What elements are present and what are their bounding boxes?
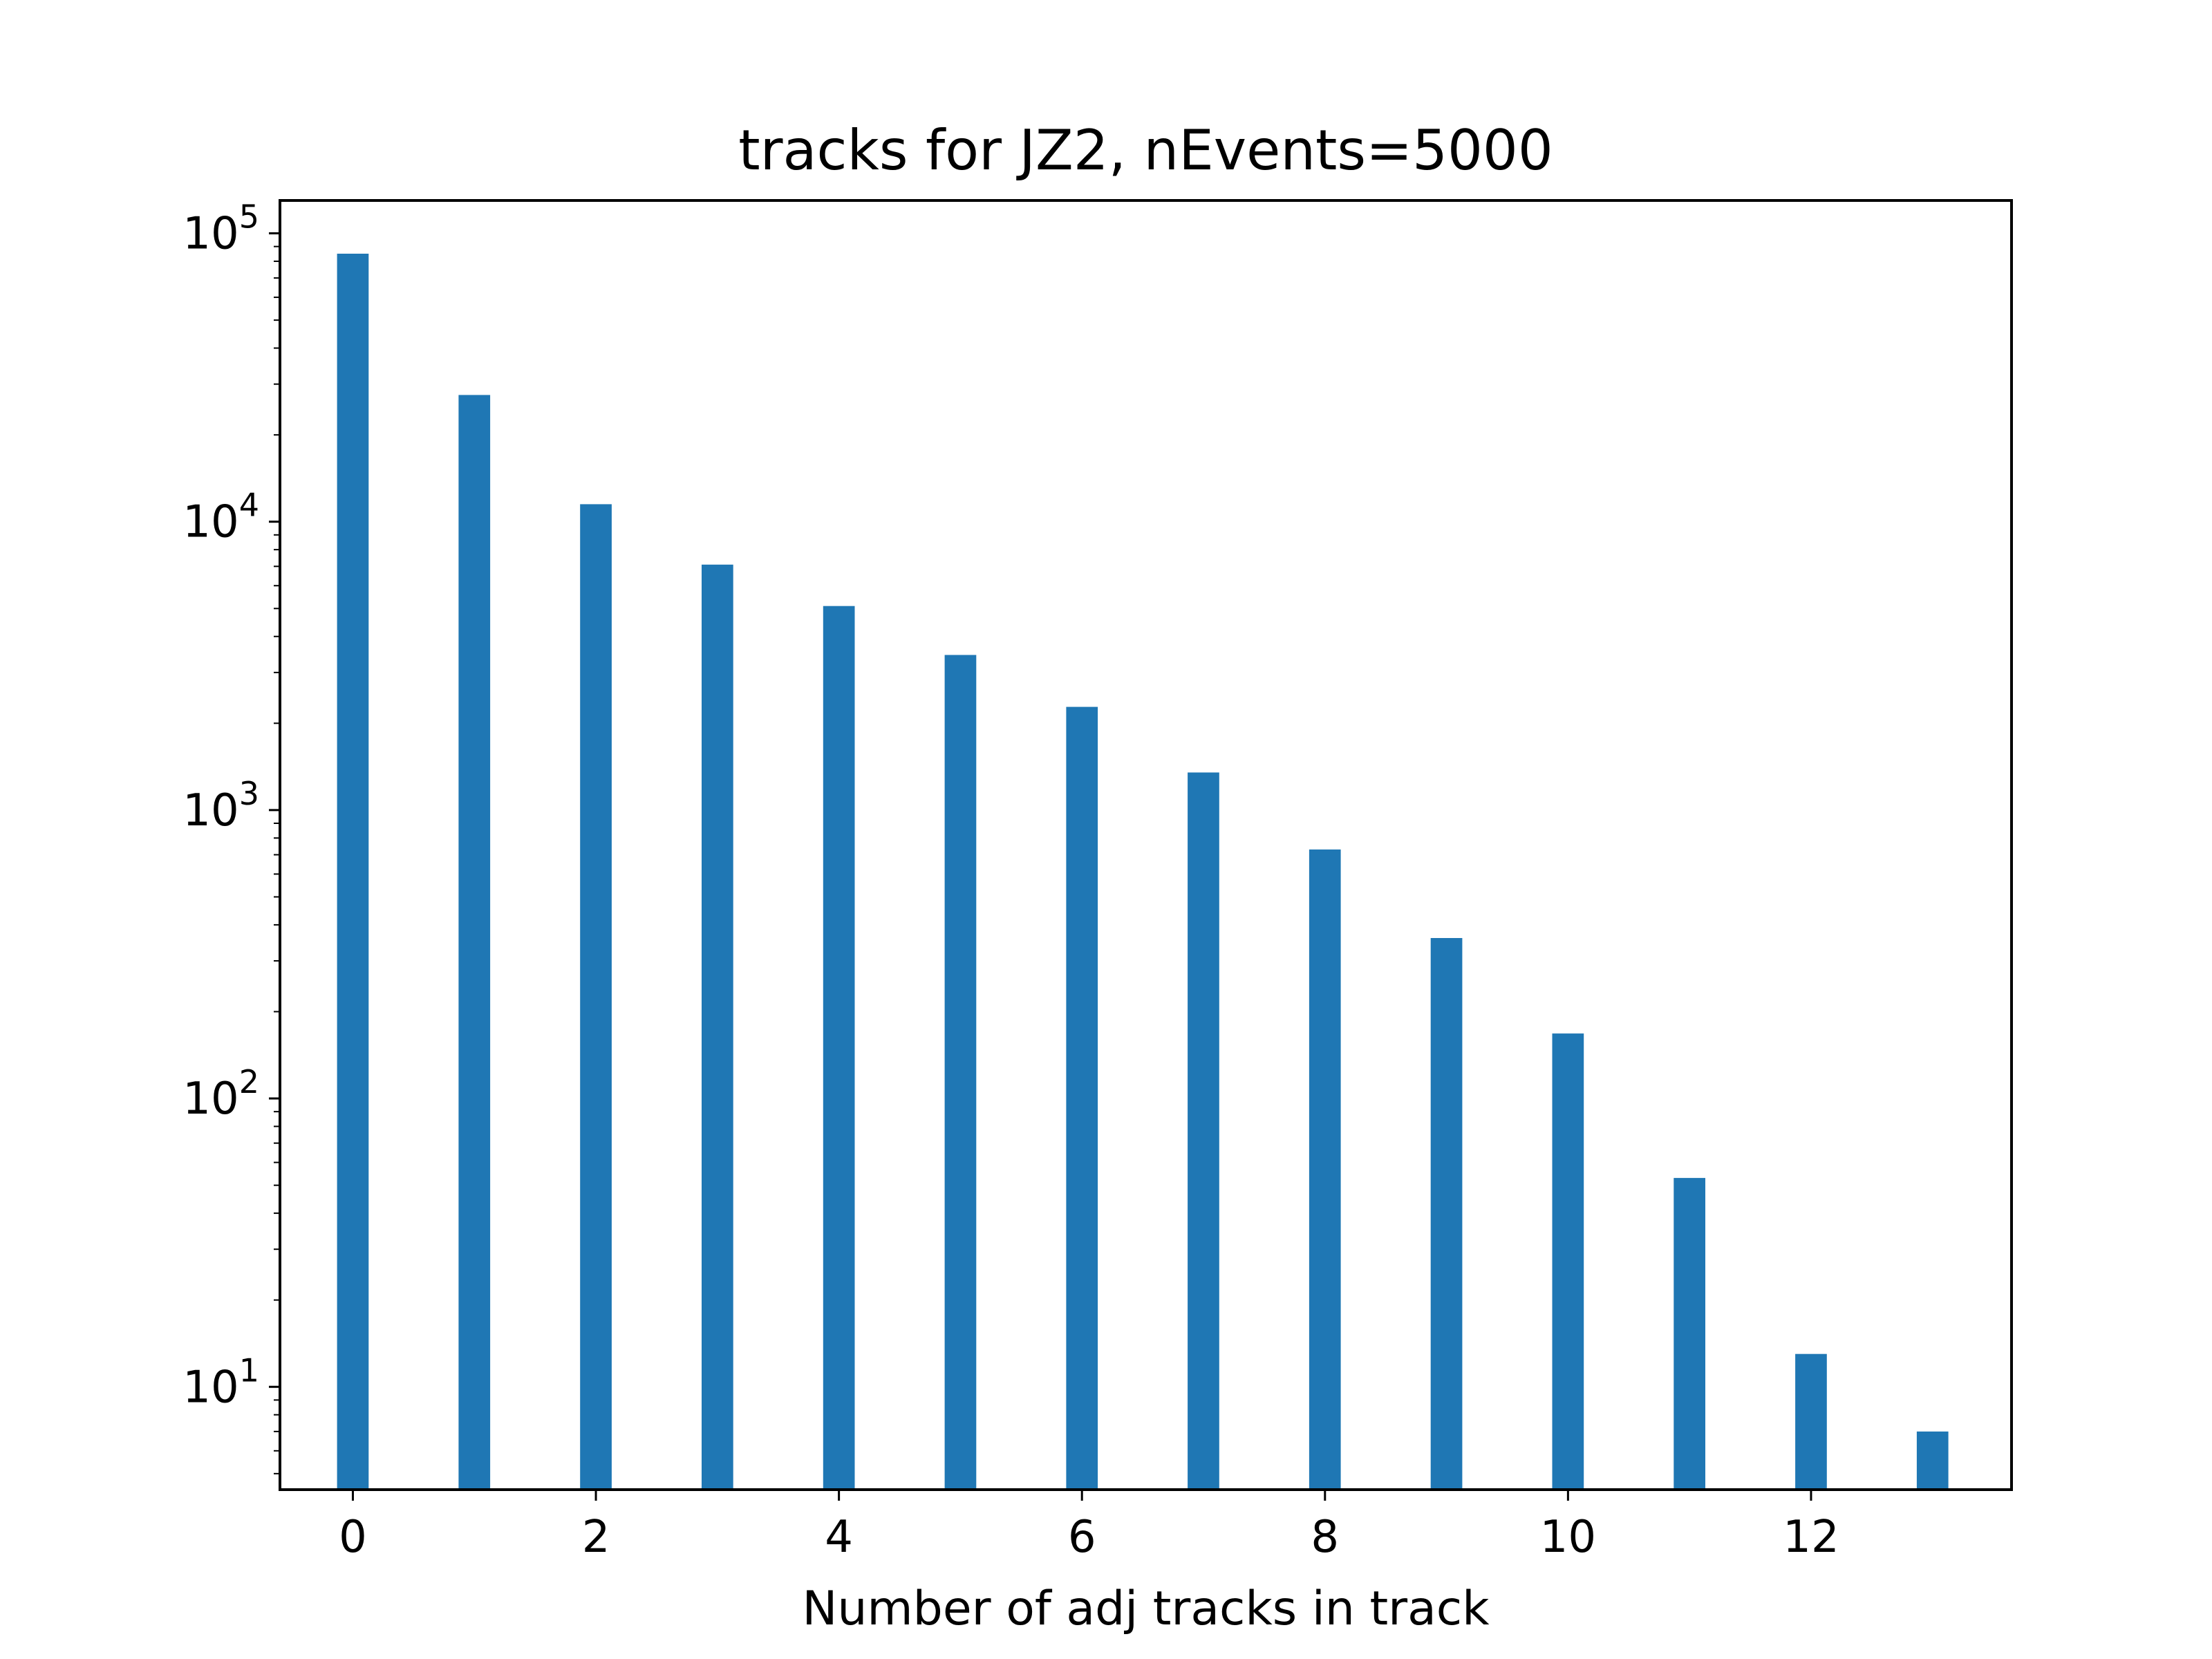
bar-4 [823, 606, 855, 1490]
bar-3 [702, 564, 733, 1490]
bar-2 [580, 504, 612, 1490]
y-tick-label: 103 [182, 775, 259, 836]
y-tick-exponent: 1 [239, 1351, 259, 1389]
y-tick-base: 10 [182, 497, 238, 548]
y-tick-base: 10 [182, 1074, 238, 1125]
bar-7 [1188, 772, 1219, 1490]
x-tick-label: 12 [1783, 1512, 1839, 1563]
plot-frame [279, 199, 2013, 1491]
y-tick-base: 10 [182, 1362, 238, 1413]
y-tick-base: 10 [182, 209, 238, 260]
bar-0 [337, 254, 369, 1490]
chart-title: tracks for JZ2, nEvents=5000 [738, 118, 1553, 182]
bar-13 [1916, 1431, 1949, 1490]
y-tick-label: 105 [182, 198, 259, 260]
y-tick-label: 104 [182, 487, 259, 548]
bar-6 [1066, 706, 1098, 1490]
y-tick-exponent: 3 [239, 775, 259, 812]
y-tick-label: 102 [182, 1063, 259, 1125]
bar-10 [1552, 1033, 1584, 1490]
x-tick-label: 10 [1540, 1512, 1596, 1563]
x-tick-label: 2 [582, 1512, 610, 1563]
bar-12 [1795, 1353, 1827, 1490]
x-axis-ticks: 0 2 4 6 8 10 12 [339, 1490, 1839, 1563]
bar-9 [1430, 938, 1463, 1490]
y-tick-exponent: 2 [239, 1063, 259, 1100]
bar-5 [944, 655, 977, 1490]
y-tick-exponent: 4 [239, 487, 259, 524]
y-tick-exponent: 5 [239, 198, 259, 236]
bar-1 [458, 395, 491, 1490]
y-tick-label: 101 [182, 1351, 259, 1413]
x-tick-label: 6 [1068, 1512, 1096, 1563]
y-tick-base: 10 [182, 785, 238, 836]
bar-series [337, 254, 1949, 1490]
x-tick-label: 0 [339, 1512, 367, 1563]
bar-8 [1309, 849, 1341, 1490]
x-axis-label: Number of adj tracks in track [802, 1582, 1490, 1636]
bar-11 [1674, 1178, 1705, 1490]
x-tick-label: 8 [1311, 1512, 1339, 1563]
x-tick-label: 4 [825, 1512, 853, 1563]
